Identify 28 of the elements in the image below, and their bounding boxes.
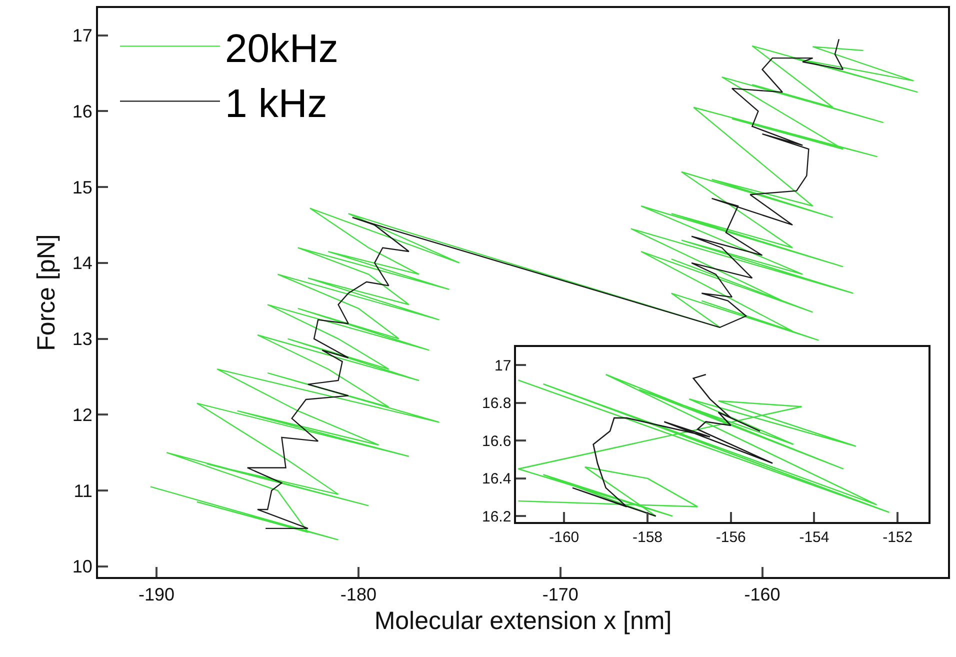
- legend-label: 1 kHz: [225, 82, 328, 126]
- y-tick-label: 16.4: [482, 470, 512, 488]
- y-tick-label: 15: [72, 177, 92, 198]
- y-tick-label: 17: [72, 26, 92, 46]
- y-tick-label: 16.8: [482, 395, 512, 412]
- y-tick-label: 12: [72, 404, 92, 425]
- y-tick-label: 16.2: [482, 508, 512, 526]
- x-tick-label: -160: [744, 584, 780, 605]
- y-tick-label: 16: [72, 101, 92, 122]
- y-tick-label: 11: [74, 480, 92, 501]
- x-tick-label: -158: [632, 528, 663, 546]
- y-tick-label: 14: [72, 253, 92, 274]
- line-series: [518, 374, 890, 517]
- line-series: [572, 374, 774, 517]
- y-tick-label: 16.6: [482, 432, 512, 450]
- x-tick-label: -160: [549, 528, 580, 546]
- y-tick-label: 10: [72, 556, 92, 577]
- x-tick-label: -190: [138, 584, 175, 605]
- x-tick-label: -154: [799, 528, 830, 546]
- legend-label: 20kHz: [225, 26, 338, 71]
- x-tick-label: -180: [340, 584, 376, 605]
- x-tick-label: -156: [716, 528, 746, 546]
- x-tick-label: -170: [542, 584, 578, 605]
- y-tick-label: 13: [72, 329, 92, 350]
- y-axis-title: Force [pN]: [32, 234, 61, 351]
- y-tick-label: 17: [494, 357, 512, 374]
- x-axis-title: Molecular extension x [nm]: [374, 607, 672, 636]
- x-tick-label: -152: [882, 528, 913, 546]
